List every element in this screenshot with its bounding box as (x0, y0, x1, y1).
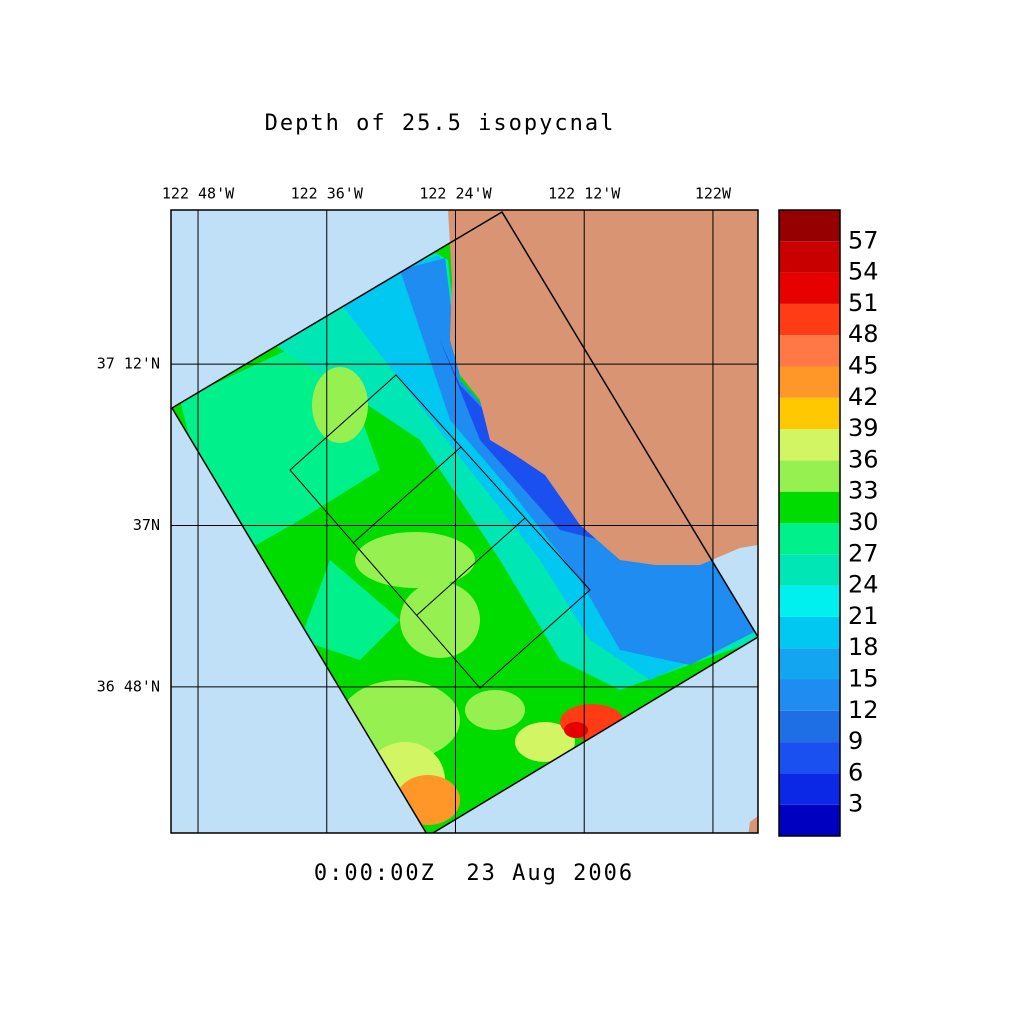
timestamp: 0:00:00Z 23 Aug 2006 (314, 861, 634, 886)
x-tick-label: 122 12'W (548, 185, 621, 203)
field-patch (400, 582, 480, 658)
colorbar-label: 45 (848, 352, 879, 380)
colorbar-frame (778, 209, 841, 837)
colorbar-label: 42 (848, 383, 879, 411)
colorbar-band (779, 554, 840, 586)
field-patch (465, 690, 525, 730)
colorbar-band (779, 366, 840, 398)
colorbar-band (779, 210, 840, 242)
colorbar-band (779, 303, 840, 336)
colorbar-label: 27 (848, 539, 879, 567)
colorbar-label: 21 (848, 602, 879, 630)
colorbar-label: 57 (848, 226, 879, 254)
domain-outline (171, 210, 758, 833)
y-tick-label: 37 12'N (97, 355, 160, 373)
colorbar-band (779, 241, 840, 273)
colorbar-band (779, 491, 840, 523)
x-tick-label: 122 36'W (291, 185, 364, 203)
y-tick-label: 36 48'N (97, 677, 160, 695)
subdomain-outline (289, 374, 591, 689)
subdomain-line (416, 517, 526, 616)
colorbar-label: 39 (848, 414, 879, 442)
title: Depth of 25.5 isopycnal (265, 111, 616, 136)
colorbar-label: 30 (848, 508, 879, 536)
colorbar-label: 33 (848, 477, 879, 505)
tick-labels: 122 48'W 122 36'W 122 24'W 122 12'W 122W 36 4… (97, 185, 732, 696)
field-patch (564, 722, 588, 738)
map (171, 210, 758, 833)
colorbar-label: 48 (848, 320, 879, 348)
colorbar-band (779, 272, 840, 304)
colorbar-label: 12 (848, 696, 879, 724)
subdomain (289, 374, 591, 689)
colorbar-band (779, 585, 840, 617)
colorbar-band (779, 616, 840, 649)
colorbar-band (779, 335, 840, 367)
x-tick-label: 122 48'W (162, 185, 235, 203)
colorbar-band (779, 523, 840, 555)
y-tick-label: 37N (133, 516, 160, 534)
colorbar-band (779, 397, 840, 430)
colorbar-label: 3 (848, 790, 863, 818)
frame (170, 209, 759, 834)
land (748, 816, 758, 833)
colorbar-label: 54 (848, 258, 879, 286)
field-patch (300, 560, 400, 660)
field-patch (312, 367, 368, 443)
colorbar-band (779, 804, 840, 836)
colorbar-label: 6 (848, 758, 863, 786)
colorbar-label: 18 (848, 633, 879, 661)
colorbar-label: 9 (848, 727, 863, 755)
colorbar-label: 15 (848, 665, 879, 693)
land (448, 210, 758, 565)
x-tick-label: 122W (695, 185, 732, 203)
colorbar-label: 51 (848, 289, 879, 317)
grid (171, 210, 758, 833)
field-patch (355, 532, 475, 588)
colorbar-label: 36 (848, 445, 879, 473)
colorbar-label: 24 (848, 571, 879, 599)
x-tick-label: 122 24'W (419, 185, 492, 203)
colorbar-band (779, 679, 840, 711)
colorbar-band (779, 648, 840, 680)
field-patch (515, 722, 575, 762)
subdomain-line (352, 446, 462, 544)
colorbar-band (779, 773, 840, 805)
colorbar-band (779, 710, 840, 743)
colorbar-band (779, 429, 840, 461)
colorbar-band (779, 742, 840, 774)
colorbar-band (779, 460, 840, 492)
